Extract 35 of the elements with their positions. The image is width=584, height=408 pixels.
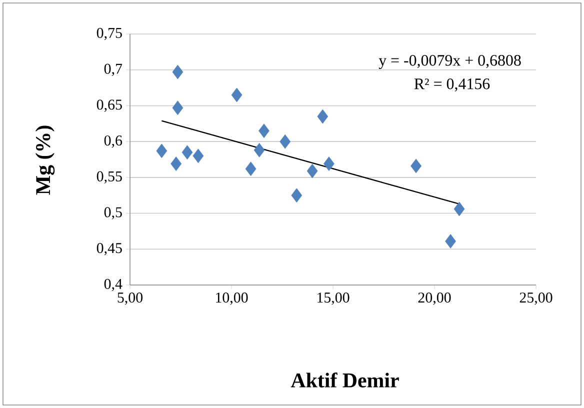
y-tick-label: 0,7 <box>104 64 122 76</box>
point <box>182 145 193 160</box>
point <box>306 164 318 178</box>
point <box>170 156 182 172</box>
point <box>323 156 334 172</box>
point <box>172 64 184 80</box>
annotation: y = -0,0079x + 0,6808 <box>378 54 521 70</box>
point <box>445 234 456 248</box>
x-tick-label: 15,00 <box>318 292 350 305</box>
x-axis-title: Aktif Demir <box>290 372 399 388</box>
x-tick-label: 20,00 <box>418 292 451 305</box>
point <box>245 162 256 176</box>
y-tick-label: 0,4 <box>104 278 122 292</box>
y-tick-label: 0,75 <box>96 28 122 40</box>
y-tick-label: 0,55 <box>96 171 122 184</box>
point <box>454 202 465 216</box>
point <box>254 142 265 158</box>
annotation: R² = 0,4156 <box>414 78 490 92</box>
point <box>172 100 184 116</box>
y-tick-label: 0,65 <box>96 100 122 112</box>
point <box>192 148 204 164</box>
point <box>317 109 328 124</box>
x-tick-label: 25,00 <box>520 292 552 305</box>
point <box>231 88 242 102</box>
y-tick-label: 0,6 <box>104 135 122 148</box>
point <box>410 158 422 174</box>
point <box>258 124 270 138</box>
x-tick-label: 10,00 <box>216 292 248 305</box>
x-tick-label: 5,00 <box>118 292 143 305</box>
point <box>280 134 291 149</box>
y-tick-label: 0,5 <box>104 207 122 220</box>
y-axis-title: Mg (%) <box>35 126 55 195</box>
point <box>291 188 302 203</box>
y-tick-label: 0,45 <box>96 243 122 256</box>
point <box>156 144 168 158</box>
